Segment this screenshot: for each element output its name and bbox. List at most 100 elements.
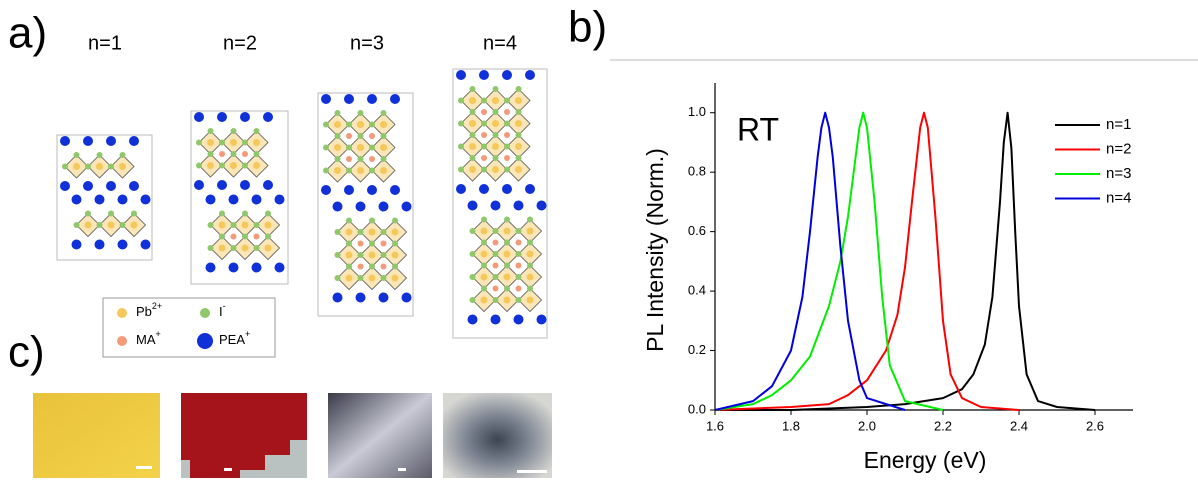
- pb-ion: [480, 296, 488, 304]
- pea-ion: [401, 201, 412, 212]
- i-ion: [380, 156, 387, 162]
- pb-ion: [526, 227, 534, 235]
- i-ion: [515, 109, 522, 115]
- pea-ion: [502, 184, 512, 194]
- pea-ion: [251, 262, 262, 273]
- pea-ion: [467, 314, 478, 325]
- pea-ion: [251, 194, 262, 205]
- i-ion: [219, 162, 225, 169]
- i-ion: [469, 251, 476, 257]
- pb-ion: [96, 163, 103, 170]
- i-ion: [515, 274, 522, 280]
- pea-ion: [390, 185, 400, 195]
- i-ion: [481, 216, 487, 223]
- legend-sup: +: [156, 329, 161, 339]
- i-ion: [119, 152, 126, 158]
- i-ion: [253, 151, 260, 157]
- pea-ion: [60, 181, 70, 191]
- x-axis-label: Energy (eV): [864, 447, 987, 473]
- pea-ion: [194, 180, 204, 190]
- legend-text: PEA: [219, 332, 245, 347]
- pea-ion: [106, 136, 116, 146]
- pea-ion: [60, 136, 70, 146]
- pea-ion: [240, 112, 250, 122]
- i-ion: [219, 233, 225, 240]
- i-ion: [131, 210, 137, 217]
- y-tick-label: 0.6: [688, 223, 706, 238]
- i-ion: [334, 156, 341, 162]
- i-ion: [469, 228, 476, 234]
- legend-text: MA: [136, 332, 156, 347]
- pb-ion: [253, 162, 260, 169]
- ma-ion: [346, 156, 352, 162]
- photo-flake: [181, 393, 307, 478]
- series-line: [714, 111, 944, 411]
- annotation: RT: [737, 111, 779, 147]
- ma-ion: [481, 132, 487, 138]
- structure-label: n=1: [88, 32, 122, 54]
- pea-ion: [456, 184, 466, 194]
- i-ion: [504, 97, 510, 104]
- pb-ion: [130, 221, 138, 229]
- i-ion: [219, 210, 225, 217]
- pea-ion: [129, 136, 139, 146]
- pea-ion: [71, 239, 82, 250]
- ma-ion: [504, 109, 510, 115]
- i-ion: [481, 120, 487, 127]
- pea-ion: [344, 185, 354, 195]
- i-ion: [253, 128, 260, 134]
- ma-ion: [492, 262, 499, 269]
- i-ion: [253, 222, 260, 228]
- pb-ion: [469, 143, 476, 150]
- i-ion: [357, 252, 364, 258]
- pea-ion: [321, 185, 331, 195]
- pea-ion: [194, 112, 204, 122]
- i-ion: [207, 222, 214, 228]
- i-ion: [73, 222, 80, 228]
- i-ion: [207, 128, 214, 134]
- pb-ion: [391, 228, 399, 236]
- ma-ion: [253, 233, 260, 240]
- i-ion: [230, 245, 237, 251]
- i-ion: [469, 132, 476, 138]
- pb-ion: [368, 251, 376, 259]
- pb-ion: [334, 167, 341, 174]
- pb-ion: [492, 143, 499, 150]
- series-line: [714, 111, 906, 411]
- i-ion: [504, 239, 510, 246]
- i-ion: [369, 263, 375, 270]
- legend-swatch: [200, 308, 210, 318]
- pea-ion: [502, 70, 512, 80]
- pea-ion: [205, 262, 216, 273]
- scale-bar: [517, 470, 547, 473]
- i-ion: [492, 155, 499, 161]
- i-ion: [85, 210, 91, 217]
- pea-ion: [456, 70, 466, 80]
- i-ion: [527, 285, 533, 292]
- i-ion: [357, 275, 364, 281]
- i-ion: [515, 155, 522, 161]
- pea-ion: [140, 194, 151, 205]
- legend-label: I-: [219, 301, 226, 319]
- pb-ion: [480, 250, 488, 258]
- pb-ion: [218, 221, 226, 229]
- i-ion: [481, 285, 487, 292]
- scale-bar: [398, 468, 406, 471]
- pb-ion: [469, 97, 476, 104]
- i-ion: [492, 132, 499, 138]
- ma-ion: [515, 239, 522, 246]
- pea-ion: [263, 112, 273, 122]
- i-ion: [527, 216, 533, 223]
- pb-ion: [230, 162, 237, 169]
- pb-ion: [480, 273, 488, 281]
- legend-swatch: [197, 333, 213, 349]
- ma-ion: [380, 263, 387, 270]
- i-ion: [515, 228, 522, 234]
- pb-ion: [253, 139, 260, 146]
- pb-ion: [492, 120, 499, 127]
- i-ion: [96, 222, 103, 228]
- pb-ion: [345, 228, 353, 236]
- pea-ion: [332, 201, 343, 212]
- pb-ion: [241, 244, 249, 252]
- i-ion: [334, 133, 341, 139]
